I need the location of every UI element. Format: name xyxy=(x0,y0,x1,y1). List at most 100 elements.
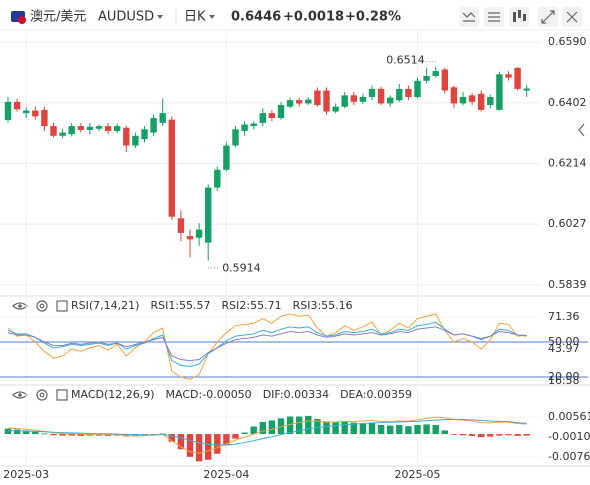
candle-body xyxy=(214,169,221,188)
histogram-bar xyxy=(468,434,476,436)
candle-type-button[interactable] xyxy=(509,7,529,27)
legend-entry: MACD:-0.00050 xyxy=(166,388,252,401)
candle-body xyxy=(459,96,467,104)
candle-body xyxy=(414,80,421,97)
period-dropdown[interactable] xyxy=(209,15,215,19)
legend-entry: DEA:0.00359 xyxy=(340,388,412,401)
symbol-dropdown[interactable] xyxy=(157,15,163,19)
period[interactable]: 日K xyxy=(184,10,206,25)
min-label: 0.5914 xyxy=(222,262,261,275)
candle-body xyxy=(496,74,503,110)
candle-body xyxy=(104,126,112,131)
reference-label: 50.00 xyxy=(548,335,580,348)
series-line xyxy=(7,416,527,454)
histogram-bar xyxy=(514,434,521,436)
candle-body xyxy=(505,74,512,78)
pair-name[interactable]: 澳元/美元 xyxy=(30,9,86,25)
eye-icon[interactable] xyxy=(12,391,28,399)
histogram-bar xyxy=(323,421,330,435)
gear-icon[interactable] xyxy=(36,300,48,312)
histogram-bar xyxy=(214,434,221,454)
candle-body xyxy=(77,126,84,130)
candle-body xyxy=(296,100,303,104)
histogram-bar xyxy=(259,421,266,435)
histogram-bar xyxy=(286,416,294,435)
y-tick-label: 43.97 xyxy=(548,342,580,355)
histogram-bar xyxy=(59,434,66,436)
histogram-bar xyxy=(268,420,276,435)
candle-body xyxy=(396,88,403,101)
candle-body xyxy=(377,88,385,104)
histogram-bar xyxy=(450,434,458,435)
macd-controls xyxy=(12,389,68,401)
histogram-bar xyxy=(205,434,212,460)
candle-body xyxy=(487,96,494,106)
candle-body xyxy=(241,124,248,131)
histogram-bar xyxy=(523,434,530,436)
y-tick-label: 0.6027 xyxy=(548,217,587,230)
candle-body xyxy=(223,145,230,170)
candle-body xyxy=(23,110,30,114)
histogram-bar xyxy=(332,421,339,435)
candle-body xyxy=(250,123,257,127)
histogram-bar xyxy=(13,429,21,435)
candle-body xyxy=(286,100,294,107)
price-change-pct: +0.28% xyxy=(345,10,401,25)
candle-body xyxy=(32,110,39,117)
histogram-bar xyxy=(277,418,285,435)
reference-label: 20.00 xyxy=(548,370,580,383)
candle-body xyxy=(259,113,266,123)
price-change: +0.0018 xyxy=(283,10,344,25)
candle-body xyxy=(341,95,348,107)
y-tick-label: -0.00100 xyxy=(548,430,590,443)
candle-body xyxy=(277,105,285,119)
legend-entry: RSI1:55.57 xyxy=(150,299,210,312)
y-tick-label: 0.6214 xyxy=(548,157,587,170)
candle-body xyxy=(59,132,66,136)
fullscreen-button[interactable] xyxy=(538,7,558,27)
histogram-bar xyxy=(432,424,439,435)
histogram-bar xyxy=(459,434,467,436)
histogram-bar xyxy=(32,431,39,435)
indicator-button[interactable] xyxy=(459,7,479,27)
close-button[interactable] xyxy=(562,7,582,27)
legend-entry: RSI2:55.71 xyxy=(222,299,282,312)
menu-icon[interactable] xyxy=(56,389,68,401)
histogram-bar xyxy=(68,434,75,436)
symbol[interactable]: AUDUSD xyxy=(98,10,154,25)
candle-body xyxy=(432,71,439,76)
x-tick-label: 2025-05 xyxy=(395,468,441,481)
eye-icon[interactable] xyxy=(12,302,28,310)
histogram-bar xyxy=(405,426,412,435)
candle-body xyxy=(423,75,430,81)
candle-body xyxy=(314,90,321,106)
gear-icon[interactable] xyxy=(36,389,48,401)
rsi-controls xyxy=(12,300,68,312)
candle-body xyxy=(13,101,21,110)
candle-body xyxy=(205,187,212,243)
histogram-bar xyxy=(496,434,503,436)
menu-icon[interactable] xyxy=(56,300,68,312)
histogram-bar xyxy=(350,422,357,435)
candle-body xyxy=(68,126,75,135)
candle-body xyxy=(350,95,357,102)
histogram-bar xyxy=(186,434,194,457)
histogram-bar xyxy=(123,434,130,437)
histogram-bar xyxy=(305,415,312,435)
candle-body xyxy=(468,95,476,102)
histogram-bar xyxy=(441,430,448,435)
histogram-bar xyxy=(177,434,185,450)
histogram-bar xyxy=(77,434,84,436)
collapse-arrow[interactable] xyxy=(578,123,585,137)
x-tick-label: 2025-03 xyxy=(3,468,49,481)
candle-body xyxy=(359,96,367,102)
y-tick-label: 71.36 xyxy=(548,310,580,323)
histogram-bar xyxy=(241,432,248,435)
y-tick-label: -0.00761 xyxy=(548,450,590,463)
candle-body xyxy=(141,129,148,140)
draw-button[interactable] xyxy=(484,7,504,27)
histogram-bar xyxy=(50,434,57,436)
indicator-title: RSI(7,14,21) xyxy=(71,299,139,312)
